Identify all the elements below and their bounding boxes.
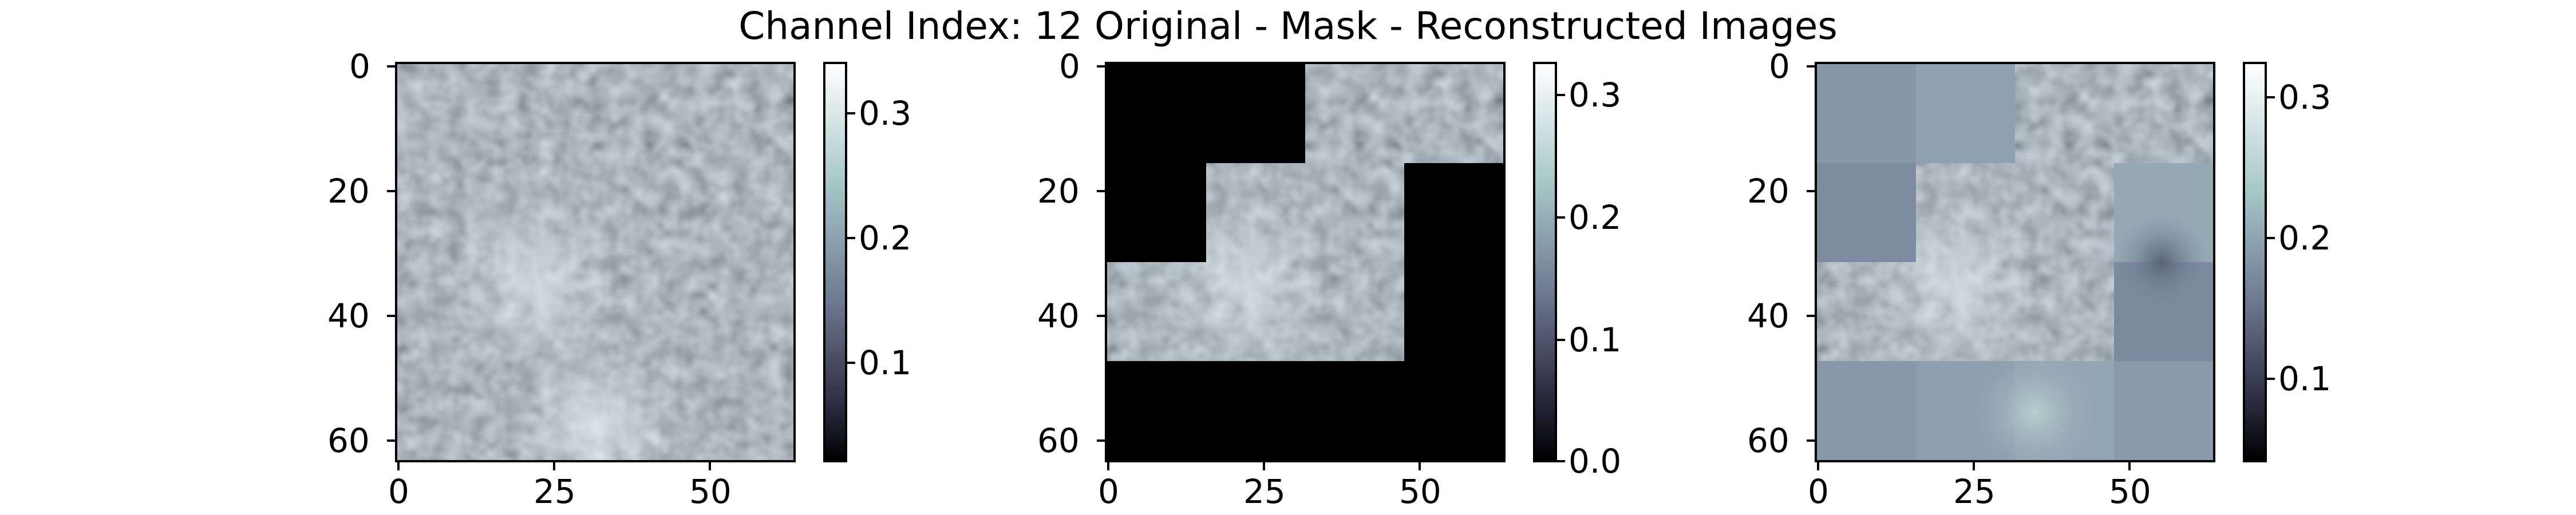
reconstructed-ytick-40: 40: [1747, 296, 1789, 335]
mask-xtick-50: 50: [1399, 472, 1441, 511]
reconstructed-cbar-label-0.2: 0.2: [2278, 219, 2332, 258]
mask-cbar-label-0.0: 0.0: [1568, 442, 1622, 481]
original-image: [395, 62, 796, 462]
reconstructed-ytick-0: 0: [1769, 47, 1790, 86]
mask-ytick-40: 40: [1037, 296, 1080, 335]
original-xtick-50: 50: [689, 472, 732, 511]
mask-cbar-label-0.2: 0.2: [1568, 198, 1622, 237]
mask-ytick-0: 0: [1059, 47, 1080, 86]
mask-cbar-label-0.3: 0.3: [1568, 76, 1622, 114]
reconstructed-xtick-25: 25: [1953, 472, 1996, 511]
original-ytick-40: 40: [327, 296, 370, 335]
reconstructed-ytick-60: 60: [1747, 421, 1789, 460]
original-colorbar: [823, 62, 847, 462]
original-ytick-60: 60: [327, 421, 370, 460]
reconstructed-colorbar: [2243, 62, 2267, 462]
reconstructed-xtick-50: 50: [2109, 472, 2151, 511]
original-cbar-label-0.3: 0.3: [859, 94, 912, 133]
reconstructed-cbar-label-0.1: 0.1: [2278, 359, 2332, 398]
mask-cbar-label-0.1: 0.1: [1568, 320, 1622, 359]
mask-ytick-60: 60: [1037, 421, 1080, 460]
mask-xtick-25: 25: [1243, 472, 1286, 511]
reconstructed-cbar-label-0.3: 0.3: [2278, 78, 2332, 117]
original-xtick-25: 25: [534, 472, 576, 511]
original-cbar-label-0.1: 0.1: [859, 343, 912, 382]
mask-xtick-0: 0: [1098, 472, 1119, 511]
original-ytick-20: 20: [327, 172, 370, 211]
reconstructed-xtick-0: 0: [1808, 472, 1829, 511]
figure-title: Channel Index: 12 Original - Mask - Reco…: [738, 4, 1838, 48]
original-xtick-0: 0: [388, 472, 409, 511]
reconstructed-ytick-20: 20: [1747, 172, 1789, 211]
mask-ytick-20: 20: [1037, 172, 1080, 211]
mask-image: [1105, 62, 1506, 462]
mask-colorbar: [1533, 62, 1557, 462]
reconstructed-image: [1815, 62, 2215, 462]
original-cbar-label-0.2: 0.2: [859, 219, 912, 258]
original-ytick-0: 0: [349, 47, 370, 86]
